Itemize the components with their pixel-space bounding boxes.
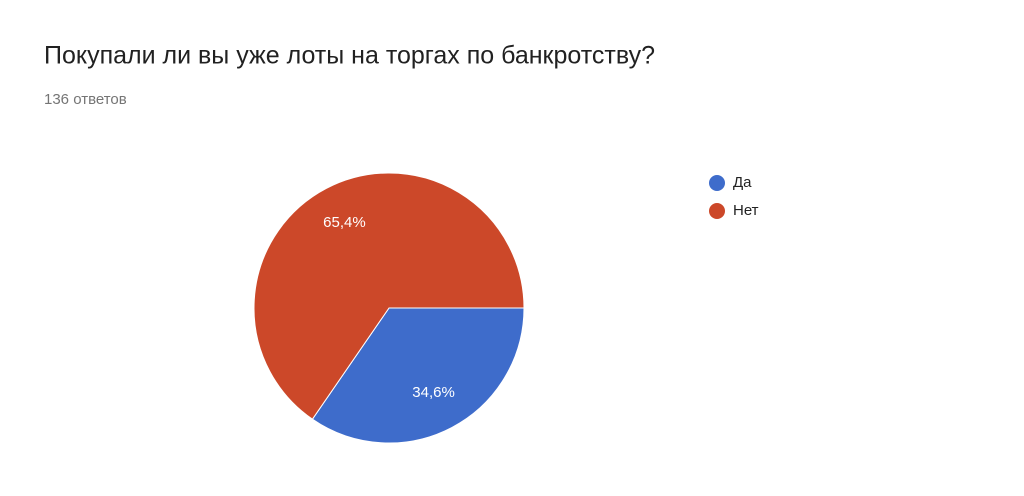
pie-slice <box>253 172 525 420</box>
chart-title: Покупали ли вы уже лоты на торгах по бан… <box>44 42 655 70</box>
legend-label: Да <box>733 174 752 191</box>
data-label: 34,6% <box>412 384 455 401</box>
legend-swatch <box>709 175 725 191</box>
pie-slice <box>311 307 525 444</box>
legend-label: Нет <box>733 202 759 219</box>
legend-swatch <box>709 203 725 219</box>
data-label: 65,4% <box>323 214 366 231</box>
chart-subtitle: 136 ответов <box>44 91 127 108</box>
